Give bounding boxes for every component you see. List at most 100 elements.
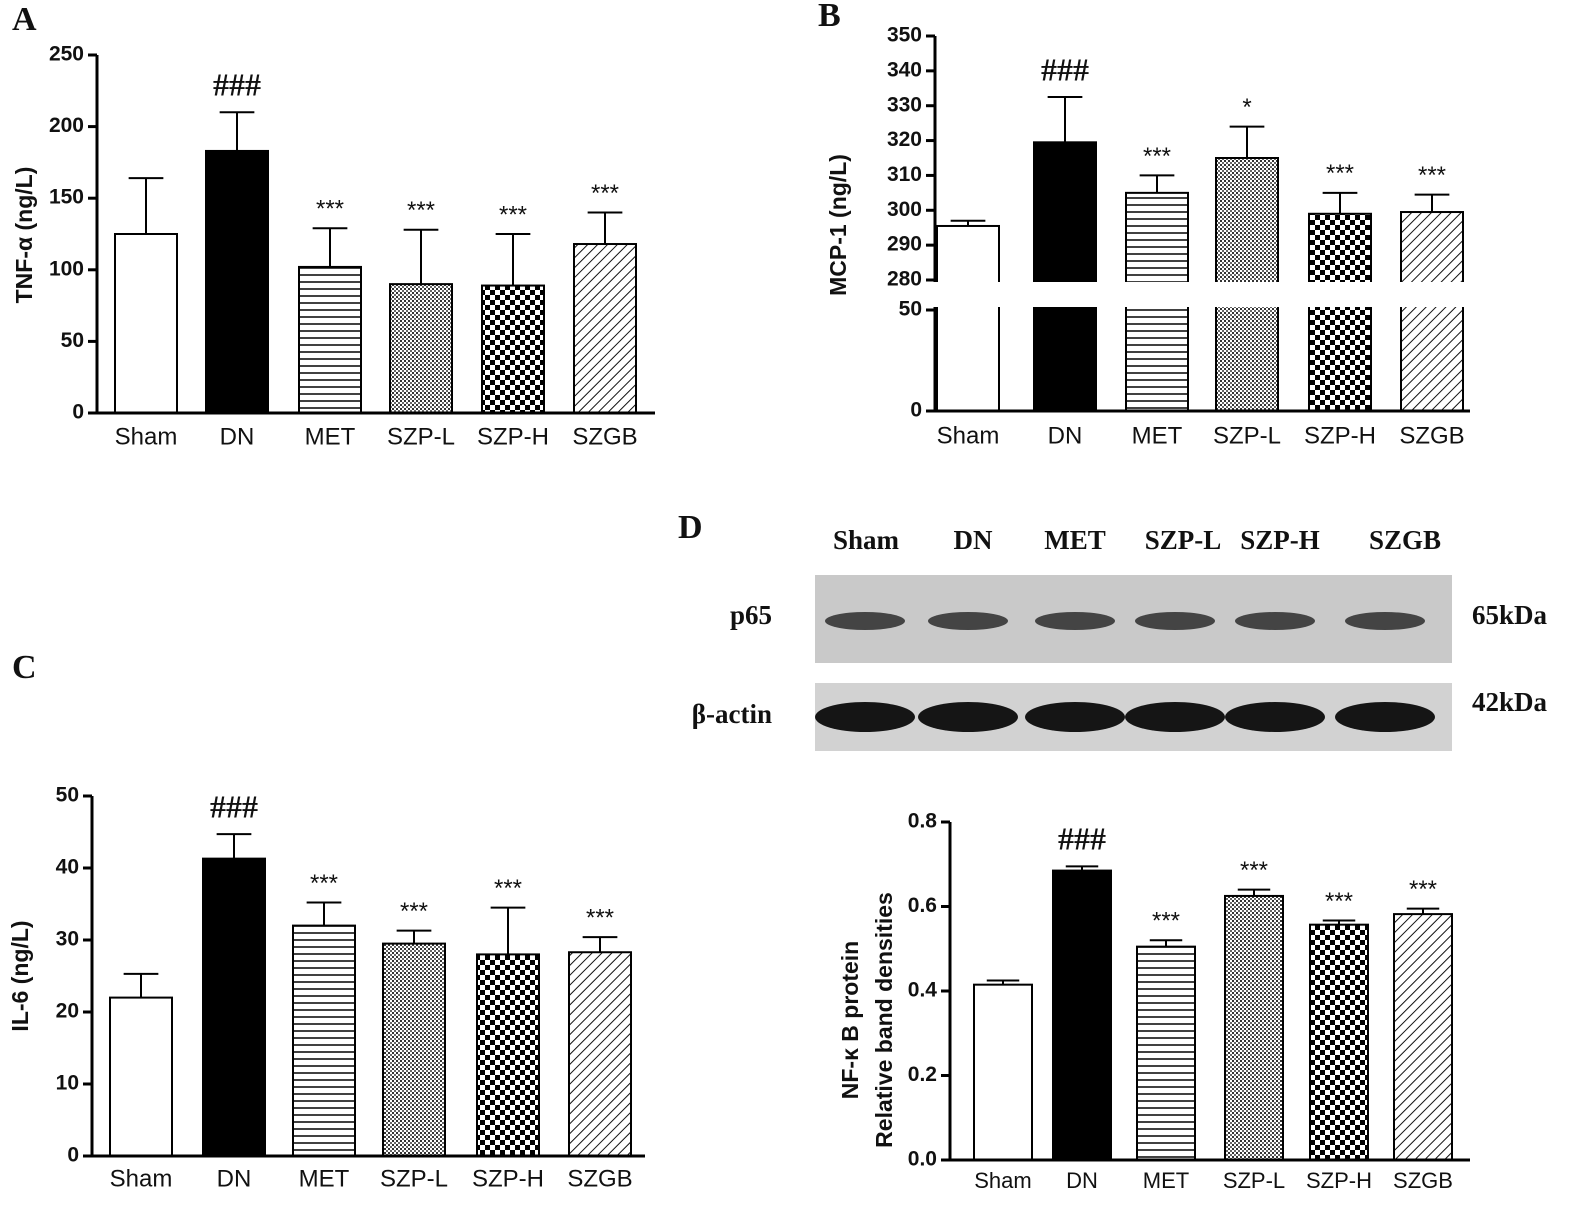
x-tick-label: SZP-H (1304, 422, 1376, 449)
bar (114, 233, 178, 414)
bar (568, 951, 632, 1157)
blot-band (1345, 612, 1425, 630)
y-tick-label: 0 (72, 401, 84, 424)
x-tick-label: SZP-L (1213, 422, 1281, 449)
x-tick-label: SZP-L (380, 1165, 448, 1192)
bar (1400, 211, 1464, 412)
x-tick-label: Sham (974, 1168, 1031, 1193)
y-tick-label: 350 (887, 24, 922, 47)
x-tick-label: MET (305, 423, 356, 450)
y-tick-label: 0 (67, 1144, 79, 1167)
blot-band (815, 702, 915, 732)
bar (1309, 923, 1369, 1161)
y-tick-label: 10 (56, 1072, 79, 1095)
y-axis-label: MCP-1 (ng/L) (825, 154, 851, 296)
significance-label: *** (591, 180, 619, 207)
blot-band (825, 612, 905, 630)
blot-row-label: p65 (730, 600, 772, 630)
y-axis-label: Relative band densities (871, 892, 897, 1148)
y-tick-label: 50 (56, 784, 79, 807)
x-tick-label: DN (1066, 1168, 1098, 1193)
axis-break (923, 282, 1478, 307)
blot-band (1235, 612, 1315, 630)
significance-label: *** (400, 898, 428, 925)
lane-label: MET (1044, 525, 1106, 555)
y-tick-label: 30 (56, 928, 79, 951)
x-tick-label: SZGB (567, 1165, 632, 1192)
lane-label: SZP-H (1240, 525, 1320, 555)
y-tick-label: 0.8 (908, 810, 938, 833)
y-tick-label: 340 (887, 58, 922, 81)
bar (476, 953, 540, 1158)
x-tick-label: DN (217, 1165, 252, 1192)
blot-size-label: 65kDa (1472, 600, 1548, 630)
blot-band (1125, 702, 1225, 732)
blot-band (1025, 702, 1125, 732)
x-tick-label: SZP-L (387, 423, 455, 450)
significance-label: ### (1058, 821, 1106, 857)
bar (1052, 869, 1112, 1162)
x-tick-label: MET (299, 1165, 350, 1192)
y-tick-label: 290 (887, 233, 922, 256)
significance-label: ### (1041, 51, 1089, 87)
x-tick-label: DN (1048, 422, 1083, 449)
significance-label: *** (1418, 162, 1446, 189)
bar (936, 224, 1000, 412)
x-tick-label: SZP-H (477, 423, 549, 450)
y-tick-label: 320 (887, 128, 922, 151)
x-tick-label: SZP-H (472, 1165, 544, 1192)
y-tick-label: 40 (56, 856, 79, 879)
significance-label: *** (1326, 160, 1354, 187)
y-tick-label: 280 (887, 268, 922, 291)
x-tick-label: Sham (110, 1165, 173, 1192)
y-tick-label: 0.6 (908, 894, 937, 917)
x-tick-label: SZGB (1393, 1168, 1453, 1193)
bar (298, 265, 362, 414)
significance-label: *** (1240, 857, 1268, 884)
x-tick-label: Sham (115, 423, 178, 450)
y-tick-label: 50 (61, 329, 84, 352)
bar (205, 149, 269, 414)
bar (573, 243, 637, 414)
panel-letter: A (12, 1, 37, 38)
lane-label: SZGB (1369, 525, 1441, 555)
panel-letter: D (678, 509, 703, 546)
bar (389, 283, 453, 414)
significance-label: *** (310, 870, 338, 897)
y-tick-label: 310 (887, 163, 922, 186)
y-tick-label: 0.0 (908, 1148, 937, 1171)
lane-label: SZP-L (1145, 525, 1222, 555)
panel-letter: C (12, 649, 37, 686)
blot-row-label: β-actin (692, 699, 772, 729)
x-tick-label: MET (1143, 1168, 1189, 1193)
y-tick-label: 20 (56, 1000, 79, 1023)
x-tick-label: SZGB (572, 423, 637, 450)
x-tick-label: SZGB (1399, 422, 1464, 449)
y-tick-label: 50 (899, 298, 922, 321)
x-tick-label: SZP-L (1223, 1168, 1285, 1193)
bar (382, 942, 446, 1157)
significance-label: *** (1325, 888, 1353, 915)
bar (1136, 945, 1196, 1162)
bar (481, 284, 545, 414)
y-tick-label: 0.4 (908, 979, 938, 1002)
significance-label: *** (499, 201, 527, 228)
significance-label: *** (1152, 908, 1180, 935)
y-tick-label: 0 (910, 399, 922, 422)
bar (202, 857, 266, 1157)
bar (292, 924, 356, 1157)
lane-label: DN (954, 525, 993, 555)
y-tick-label: 0.2 (908, 1063, 937, 1086)
bar (973, 983, 1033, 1161)
blot-band (928, 612, 1008, 630)
y-tick-label: 150 (49, 186, 84, 209)
bar (1393, 913, 1453, 1161)
significance-label: *** (494, 875, 522, 902)
x-tick-label: MET (1132, 422, 1183, 449)
significance-label: *** (316, 196, 344, 223)
blot-strip (815, 575, 1452, 663)
significance-label: *** (407, 197, 435, 224)
blot-size-label: 42kDa (1472, 687, 1548, 717)
y-axis-label: NF-κ B protein (837, 941, 863, 1099)
blot-band (1135, 612, 1215, 630)
